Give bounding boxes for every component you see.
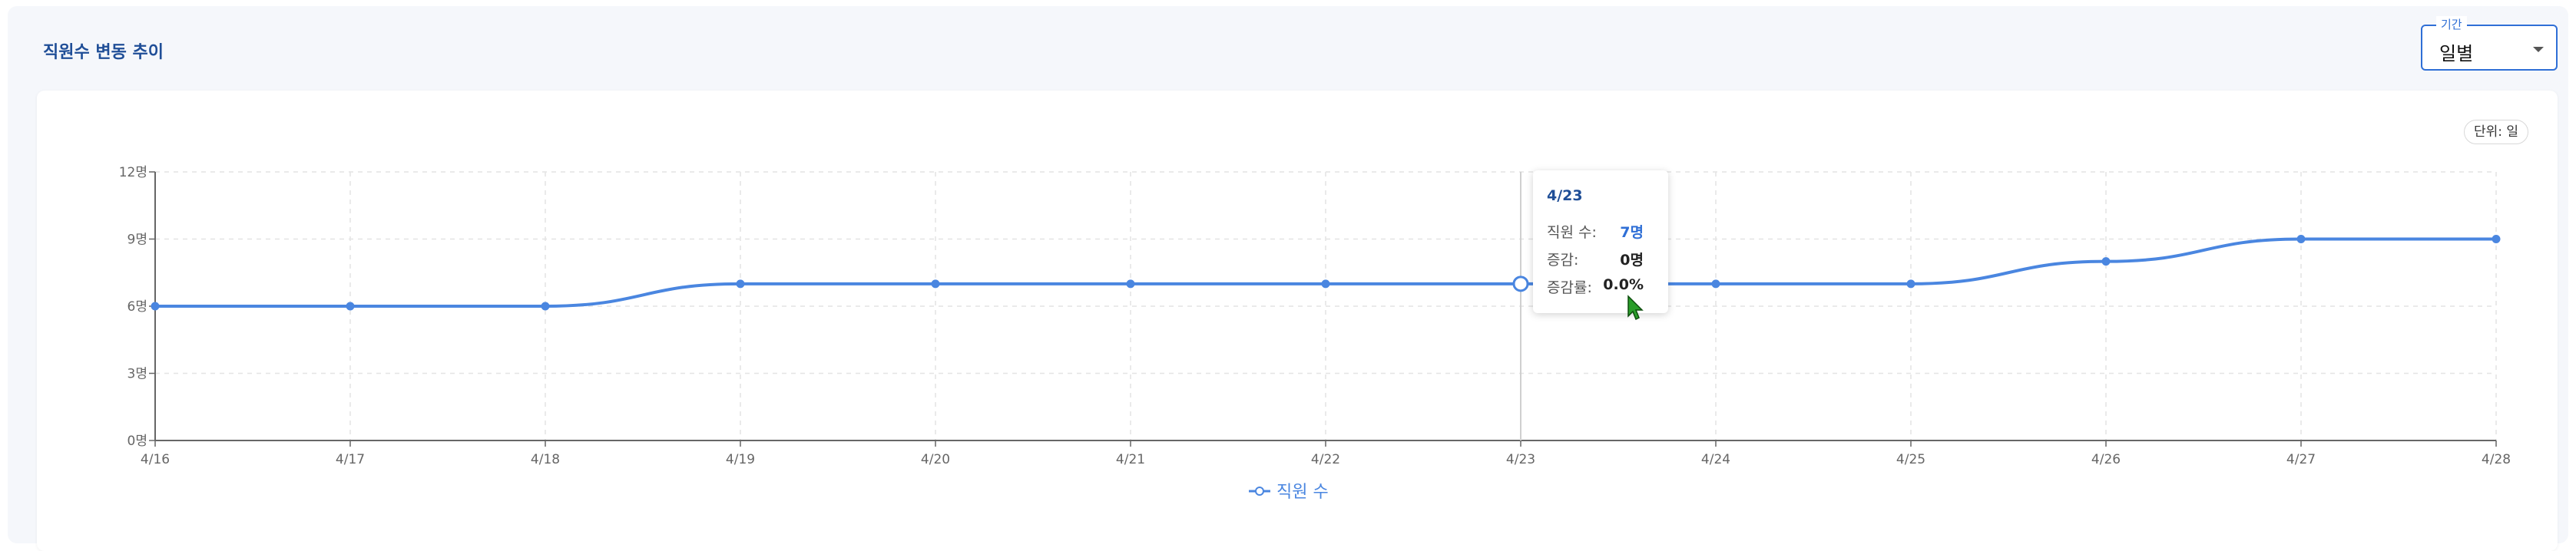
data-point: [1906, 279, 1915, 289]
chart-tooltip: 4/23 직원 수: 7명 증감: 0명 증감률: 0.0%: [1533, 170, 1668, 313]
data-point: [541, 302, 550, 311]
y-tick-label: 3명: [127, 367, 147, 382]
x-tick-label: 4/23: [1506, 452, 1535, 467]
tooltip-value: 7명: [1620, 224, 1644, 241]
x-tick-label: 4/26: [2091, 452, 2121, 467]
series-points: [151, 235, 2501, 311]
x-tick-label: 4/27: [2286, 452, 2316, 467]
y-tick-label: 6명: [127, 299, 147, 315]
tooltip-label: 직원 수:: [1547, 224, 1597, 241]
x-tick-label: 4/28: [2482, 452, 2511, 467]
x-tick-label: 4/19: [726, 452, 755, 467]
data-point: [2492, 235, 2501, 243]
period-select[interactable]: 기간 일별: [2421, 16, 2558, 71]
chart-legend[interactable]: 직원 수: [1249, 483, 1329, 502]
data-point: [1711, 279, 1720, 289]
x-axis-labels: 4/16 4/17 4/18 4/19 4/20 4/21 4/22 4/23 4/24 4/25…: [141, 452, 2511, 467]
mouse-cursor-icon: [1627, 295, 1644, 321]
x-tick-label: 4/17: [336, 452, 365, 467]
data-point: [151, 302, 160, 311]
data-point: [1321, 279, 1330, 289]
legend-label: 직원 수: [1276, 483, 1329, 502]
y-tick-label: 0명: [127, 434, 147, 449]
x-tick-label: 4/20: [921, 452, 950, 467]
x-tick-label: 4/24: [1701, 452, 1730, 467]
data-point: [346, 302, 355, 311]
y-axis-labels: 0명 3명 6명 9명 12명: [119, 165, 147, 449]
y-tick-label: 12명: [119, 165, 147, 180]
data-point: [736, 279, 745, 289]
caret-down-icon: [2533, 47, 2544, 52]
chart-card: [37, 91, 2558, 551]
data-point: [2101, 257, 2111, 266]
tooltip-label: 증감률:: [1547, 279, 1592, 296]
x-tick-label: 4/16: [141, 452, 170, 467]
x-tick-label: 4/25: [1896, 452, 1925, 467]
x-tick-label: 4/22: [1311, 452, 1340, 467]
tooltip-value: 0명: [1620, 252, 1644, 269]
tooltip-date: 4/23: [1547, 187, 1583, 204]
panel-title: 직원수 변동 추이: [43, 43, 164, 62]
tooltip-value: 0.0%: [1603, 276, 1644, 293]
y-tick-label: 9명: [127, 233, 147, 248]
chart-axes: [149, 171, 2497, 447]
period-select-label: 기간: [2436, 16, 2467, 32]
data-point: [931, 279, 940, 289]
x-tick-label: 4/21: [1116, 452, 1145, 467]
data-point: [1126, 279, 1135, 289]
period-select-value: 일별: [2439, 43, 2474, 64]
x-tick-label: 4/18: [531, 452, 560, 467]
unit-badge: 단위: 일: [2464, 120, 2529, 144]
data-point-active: [1512, 276, 1529, 292]
tooltip-label: 증감:: [1547, 252, 1579, 269]
legend-dot-icon: [1255, 487, 1264, 496]
line-chart: 0명 3명 6명 9명 12명 4/16 4/17 4/18 4/19 4/20 4/21 4/22…: [119, 165, 2511, 502]
data-point: [2296, 235, 2306, 243]
